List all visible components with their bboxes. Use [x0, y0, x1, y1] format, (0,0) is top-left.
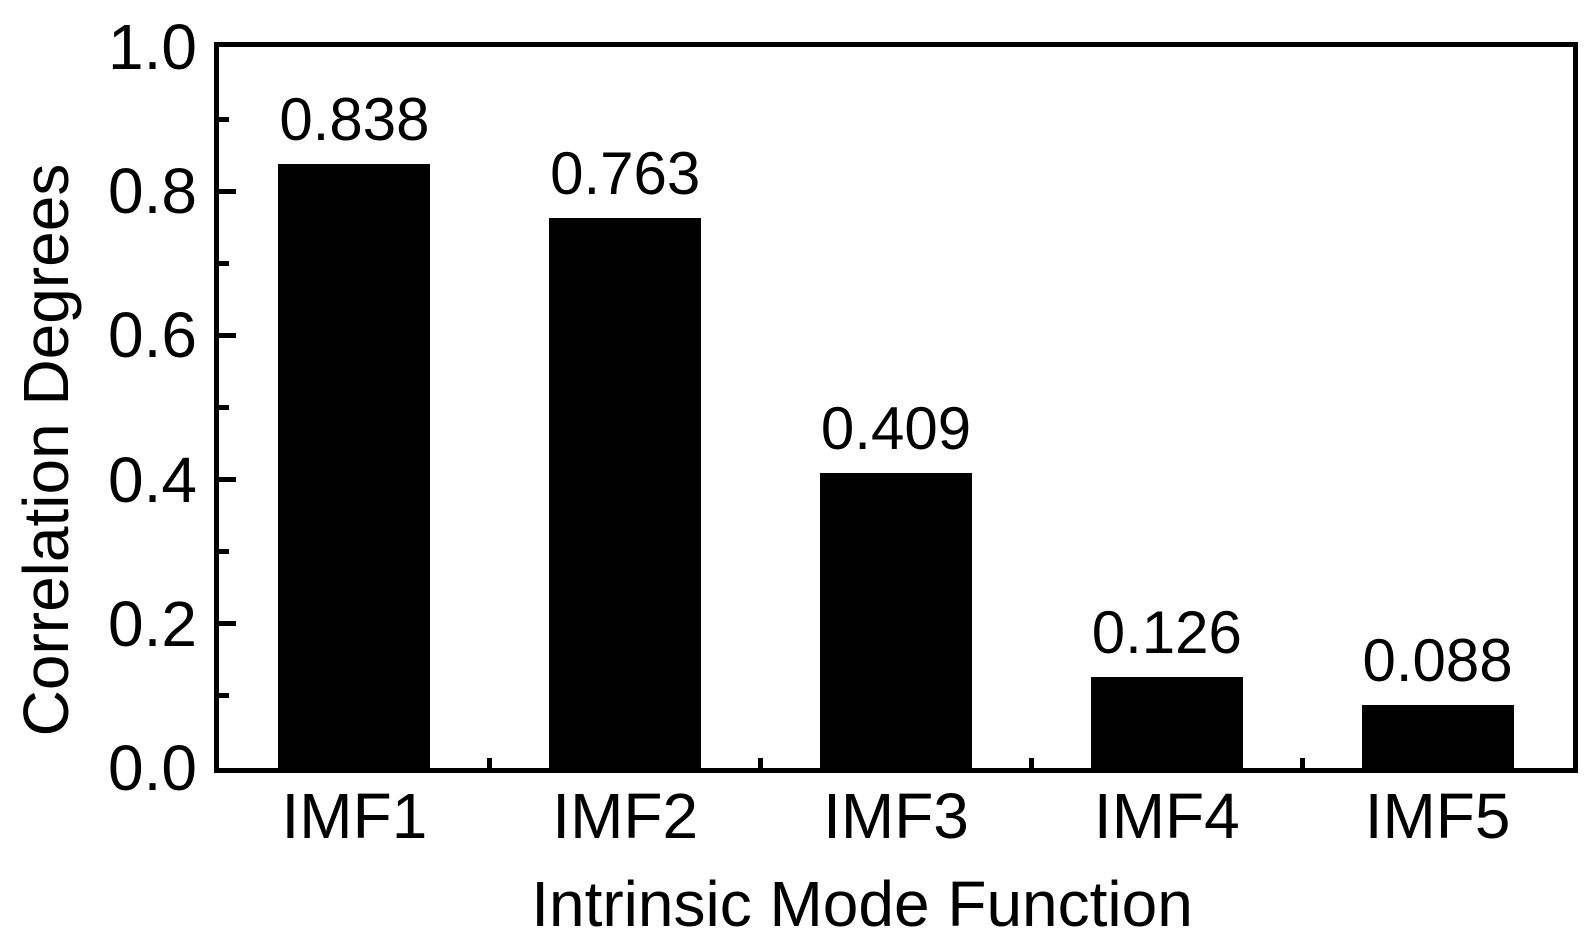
y-major-tick — [219, 621, 236, 627]
x-tick-label-imf2: IMF2 — [552, 780, 699, 852]
bar-imf2 — [549, 217, 702, 768]
y-tick-label: 0.0 — [108, 732, 197, 804]
bar-value-label-imf3: 0.409 — [820, 395, 972, 463]
y-major-tick — [219, 477, 236, 483]
bar-imf1 — [278, 163, 431, 768]
bar-value-label-imf5: 0.088 — [1362, 626, 1513, 694]
x-tick-label-imf5: IMF5 — [1364, 780, 1511, 852]
x-tick-label-imf3: IMF3 — [823, 780, 969, 852]
x-tick-label-imf1: IMF1 — [281, 780, 428, 852]
y-tick-label: 0.2 — [108, 587, 197, 660]
bar-value-label-imf4: 0.126 — [1091, 599, 1242, 667]
y-major-tick — [219, 188, 236, 194]
x-minor-tick — [758, 758, 764, 768]
x-minor-tick — [1299, 758, 1305, 768]
bar-imf3 — [820, 473, 972, 768]
y-tick-label: 0.6 — [108, 299, 197, 372]
y-minor-tick — [219, 116, 229, 122]
y-tick-label: 0.4 — [108, 443, 197, 516]
plot-area: 0.838 0.763 0.409 0.126 0.088 — [214, 42, 1578, 773]
x-tick-label-imf4: IMF4 — [1093, 780, 1240, 852]
y-minor-tick — [219, 405, 229, 410]
x-axis-title: Intrinsic Mode Function — [531, 868, 1193, 940]
y-major-tick — [219, 332, 236, 338]
x-minor-tick — [487, 758, 493, 768]
x-minor-tick — [1028, 758, 1034, 768]
bar-value-label-imf2: 0.763 — [550, 139, 701, 207]
bar-value-label-imf1: 0.838 — [279, 85, 430, 153]
y-minor-tick — [219, 260, 229, 266]
bar-imf5 — [1361, 704, 1514, 768]
y-tick-label: 0.8 — [108, 155, 197, 228]
y-minor-tick — [219, 693, 229, 699]
y-minor-tick — [219, 549, 229, 555]
bar-imf4 — [1090, 677, 1243, 768]
y-tick-label: 1.0 — [108, 11, 197, 83]
